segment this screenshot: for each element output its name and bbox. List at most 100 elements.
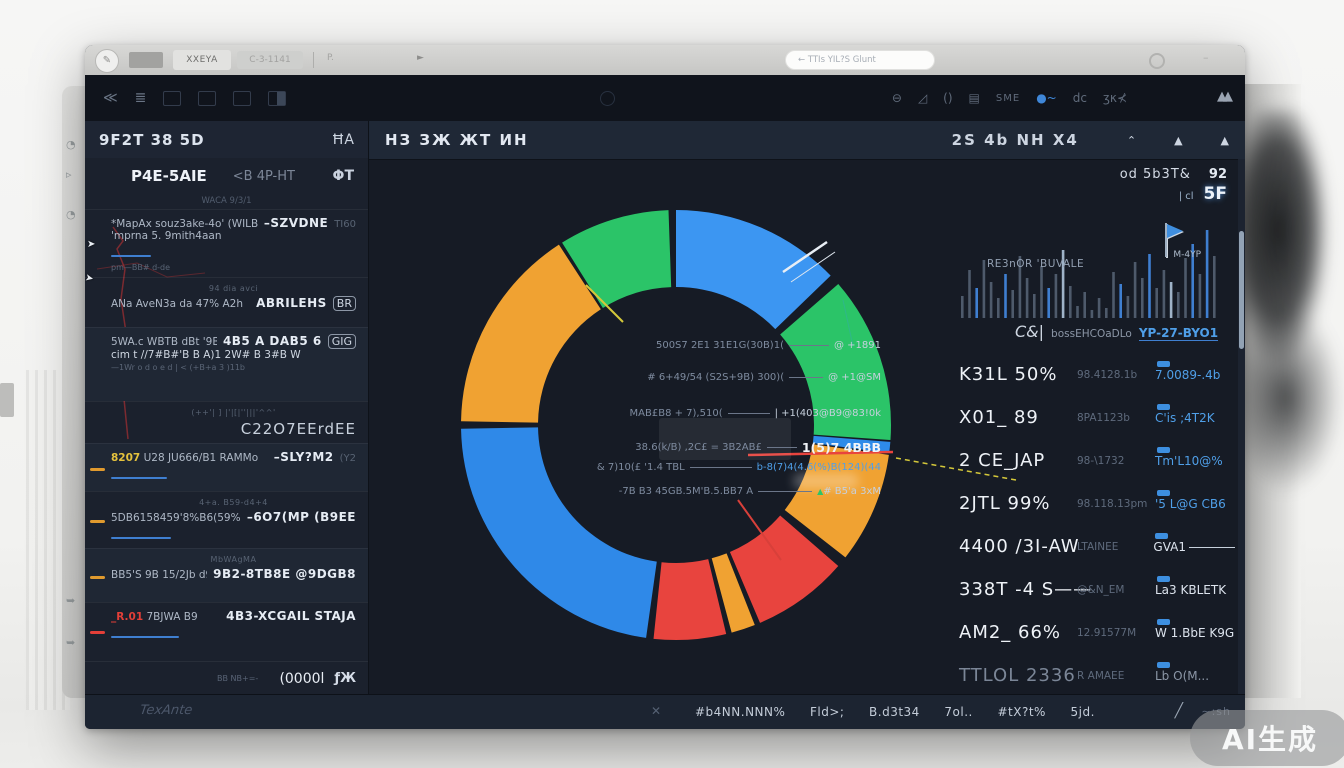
pen-icon[interactable]: ╱ [1174,703,1183,719]
sidebar-tab-inactive[interactable]: <B 4P-HT [232,168,295,184]
sparkline-bar [1105,308,1108,318]
sparkline-bar [1090,310,1094,318]
donut-segment-blue-bottom-left[interactable] [461,427,657,638]
record-icon[interactable] [1149,53,1165,69]
layout-square-icon[interactable] [163,90,182,106]
sme-label[interactable]: SME [995,92,1021,104]
stat-row[interactable]: K31L 50% 98.4128.1b 7.0089-.4b [959,353,1235,396]
sparkline-bar [1018,256,1022,318]
panel-sub-value: 5F [1203,184,1227,204]
layout-split-icon[interactable] [268,90,287,106]
sparkline-bar [1097,298,1101,318]
stat-row[interactable]: AM2_ 66% 12.91577M W 1.BbE K9G [959,611,1235,654]
tab-inactive[interactable]: C-3-1141 [237,51,303,69]
close-icon[interactable]: ✕ [651,704,662,718]
layout-square-icon[interactable] [198,90,217,106]
status-bar-item[interactable]: #tX?t% [997,705,1046,719]
blue-dot-icon[interactable]: ●~ [1036,91,1057,105]
scrollbar[interactable] [1238,159,1245,695]
refresh-icon[interactable] [600,91,615,106]
status-bar-item[interactable]: 5jd. [1070,705,1095,719]
profile-avatar[interactable]: ✎ [95,49,119,73]
donut-segment-green-right[interactable] [780,283,891,440]
brackets-icon[interactable]: () [943,91,953,105]
stat-row[interactable]: 2JTL 99% 98.118.13pm '5 L@G CB6 [959,482,1235,525]
sparkline-bar [1205,230,1209,318]
footer-stamp-icon[interactable]: ƒЖ [334,671,356,686]
main-header: НЗ ЗЖ ЖТ ИН 2S 4b NH X4 ⌃ ▲ ▲ [369,121,1245,160]
pinned-tab[interactable] [129,52,163,68]
donut-segment-orange-right[interactable] [784,444,889,558]
pointer-icon[interactable]: ⌃ [1126,133,1137,147]
sidebar-list-item[interactable]: 8207 U28 JU666/B1 RAMMo –SLY?M2 (Y2 [85,443,368,491]
scribble-icon[interactable]: ʒκ⊀ [1102,91,1127,105]
sparkline-chart[interactable]: RE3nOR 'BUVALE M-4YP [957,206,1235,318]
legend-text: bossEHCOaDLo [1051,328,1132,340]
sparkline-bar [1061,250,1065,318]
dc-label[interactable]: dc [1072,91,1087,105]
chart-note: RE3nOR 'BUVALE [987,258,1085,270]
donut-segment-red-a[interactable] [729,515,839,623]
marker-label: M-4YP [1173,250,1201,260]
sidebar-list-item[interactable]: *MapAx souz3ake-4o' (WILBII)..–SZVDNETI6… [85,209,368,277]
menu-label[interactable]: P. [327,53,334,63]
right-panel: od 5b3T& 92 | cl 5F RE3nOR 'BUVALE M-4YP [957,159,1235,697]
sparkline-bar [1025,278,1029,318]
toolbar: ≪ ≣ ⊖ ◿ () ▤ SME ●~ dc ʒκ⊀ ▲▲ [85,75,1245,121]
sidebar-title-action[interactable]: ĦA [331,131,354,148]
stat-row[interactable]: TTLOL 2336 R AMAEE Lb O(M... [959,654,1235,697]
status-bar-item[interactable]: B.d3t34 [869,705,920,719]
annotation-line [782,240,828,274]
stat-row[interactable]: 4400 /3I-AW LTAINEE GVA1 [959,525,1235,568]
sidebar-list-item[interactable]: 4+a. B59-d4+4 5DB6158459'8%B6(59%CK –6O7(M… [85,491,368,548]
stat-row[interactable]: 2 CE_JAP 98-\1732 Tm'L10@% [959,439,1235,482]
mountain-icon[interactable]: ▲▲ [1217,89,1233,104]
circle-slash-icon[interactable]: ⊖ [891,91,902,105]
triangle-up-icon[interactable]: ▲ [1220,133,1229,147]
legend-value-link[interactable]: YP-27-BYO1 [1138,326,1219,341]
status-bar-item[interactable]: 7ol.. [944,705,973,719]
main-body: 500S7 2E1 31E1G(30B)1(@ +1891 # 6+49/54 (… [369,159,1245,695]
donut-segment-red-b[interactable] [653,559,727,640]
triangle-icon[interactable]: ◿ [917,91,928,105]
tab-active[interactable]: XXEYA [173,50,231,70]
donut-segment-blue-sliver-right[interactable] [812,435,891,454]
stats-list: K31L 50% 98.4128.1b 7.0089-.4b X01_ 89 8PA11… [959,353,1235,697]
sidebar-list-item[interactable]: _R.01 7BJWA B9 4B3-XCGAIL STAJA [85,602,368,658]
sidebar-tab-active[interactable]: P4E-5AIE [131,167,207,185]
sparkline-bar [975,288,978,318]
donut-segment-blue-top[interactable] [676,210,831,330]
status-bar: TexAnte ✕ #b4NN.NNN% Fld>; B.d3t34 7ol.. #tX… [85,694,1245,729]
status-bar-item[interactable]: #b4NN.NNN% [695,705,786,719]
sidebar-section-label: WACA 9/3/1 [201,196,252,206]
sparkline-bar [1169,282,1173,318]
play-icon[interactable]: ► [417,53,424,63]
minimize-icon[interactable]: – [1203,51,1209,64]
sparkline-bar [1033,294,1036,318]
donut-segment-orange-left[interactable] [461,244,601,423]
grid-icon[interactable]: ▤ [968,91,980,105]
sparkline-bar [1177,292,1180,318]
triangle-up-icon[interactable]: ▲ [1174,133,1183,147]
stat-row[interactable]: X01_ 89 8PA1123b C'is ;4T2K [959,396,1235,439]
sparkline-bar [982,260,986,318]
stat-row[interactable]: 338T -4 S—— @&N_EM La3 KBLETK [959,568,1235,611]
flag-marker-icon [1165,223,1183,257]
layout-square-icon[interactable] [233,90,252,106]
donut-segment-green-top-left[interactable] [562,210,672,308]
sidebar-title: 9F2T 38 5D [99,130,205,149]
donut-segment-orange-inner-sliver[interactable] [711,553,755,633]
sidebar-sort-icon[interactable]: ΦT [332,168,354,184]
sidebar-list-item[interactable]: 94 dia avci ANa AveN3a da 47% A2h ABRILEHS… [85,277,368,327]
sidebar-list-item[interactable]: (++'| ] |'|[|''|||'^^' C22O7EErdEE [85,401,368,443]
donut-chart[interactable] [441,200,1041,670]
address-bar[interactable]: ← TTIs YIL?S Glunt [785,50,935,70]
status-bar-item[interactable]: Fld>; [810,705,845,719]
sparkline-bar [1155,288,1158,318]
sidebar-list-item[interactable]: 5WA.c WBTB dBt '9B BB6 <9b)4B5 A DAB5 6G… [85,327,368,401]
collapse-icon[interactable]: ≪ [103,90,118,106]
scrollbar-thumb[interactable] [1239,231,1244,349]
panel-header-number: 92 [1208,167,1227,182]
layers-icon[interactable]: ≣ [134,90,147,106]
